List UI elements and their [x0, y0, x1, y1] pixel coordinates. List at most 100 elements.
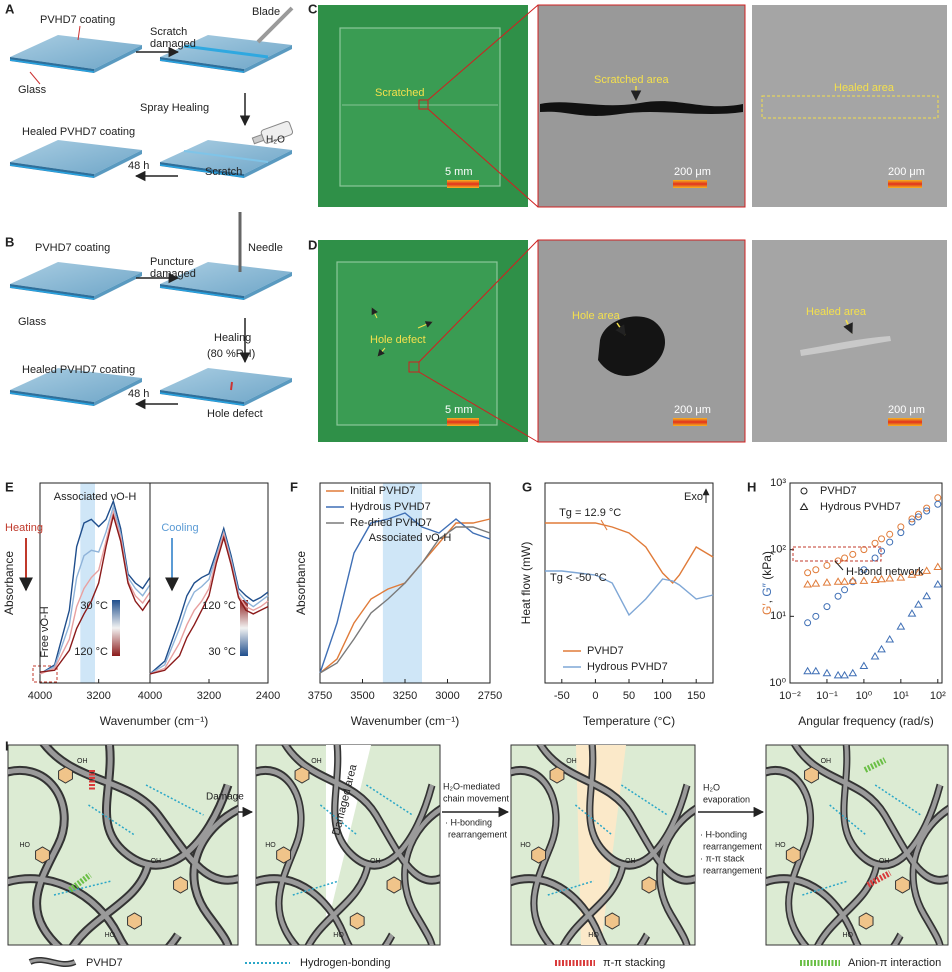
legend-label: PVHD7: [86, 957, 123, 969]
point: [922, 566, 932, 574]
line-series: [149, 534, 269, 675]
hole: [598, 316, 666, 376]
annotation: H-bond network: [846, 566, 924, 578]
line-series: [39, 509, 151, 675]
point: [840, 577, 849, 585]
y-axis-label: Heat flow (mW): [519, 542, 533, 625]
catechol-ring: [804, 766, 819, 784]
x-tick-label: 3200: [197, 690, 221, 702]
micrograph: [752, 240, 947, 442]
point: [803, 666, 812, 675]
line-series: [149, 525, 269, 675]
line-series: [39, 504, 151, 675]
catechol-ring: [127, 912, 142, 930]
panel-label: G: [522, 479, 532, 494]
catechol-ring: [276, 846, 292, 864]
chem-label: OH: [879, 858, 890, 865]
glass-slide: [9, 34, 143, 74]
chem-label: HO: [588, 932, 599, 939]
label: Healing: [214, 332, 251, 344]
free-oh-box: [32, 665, 58, 683]
y-axis-label-part: ,: [760, 597, 774, 604]
polymer-network: OH HO OH HO: [0, 735, 248, 961]
annotation: Exo: [684, 491, 703, 503]
micrograph: [752, 5, 947, 207]
coating-square: [336, 261, 498, 426]
legend-label: π-π stacking: [603, 957, 665, 969]
point: [812, 612, 820, 620]
panel-label: E: [5, 479, 14, 494]
x-tick-label: 10⁻¹: [816, 690, 838, 702]
label: 5 mm: [445, 404, 473, 416]
chem-label: HO: [842, 932, 853, 939]
y-tick-label: 10⁰: [769, 677, 786, 689]
scale-bar: [673, 418, 707, 426]
point: [877, 644, 886, 653]
annotation-box: [792, 546, 882, 562]
x-tick-label: -50: [554, 690, 570, 702]
label: damaged: [150, 38, 196, 50]
point: [877, 574, 886, 583]
panel-label: H: [747, 479, 756, 494]
point: [833, 670, 843, 679]
label: Healed area: [806, 306, 867, 318]
y-axis-label: G′, G″ (kPa): [760, 551, 774, 615]
point: [841, 586, 849, 594]
point: [922, 591, 932, 600]
label: rearrangement: [448, 829, 508, 839]
point: [933, 580, 943, 588]
label: Needle: [248, 242, 283, 254]
hydrogen-bond: [547, 880, 595, 896]
annotation: Associated νO-H: [369, 532, 452, 544]
x-tick-label: 3250: [393, 690, 417, 702]
hydrogen-bond: [145, 784, 204, 816]
arrow: [417, 321, 433, 329]
scratch-line: [183, 44, 269, 59]
colorbar: [240, 600, 248, 656]
label: Glass: [18, 316, 47, 328]
label: · H-bonding: [445, 817, 492, 827]
anion-pi: [863, 757, 887, 773]
catechol-ring: [173, 876, 188, 894]
point: [822, 668, 832, 677]
label: 5 mm: [445, 166, 473, 178]
scratch: [540, 101, 743, 116]
point: [923, 504, 931, 512]
line-series: [545, 522, 714, 585]
label: H₂O-mediated: [443, 781, 500, 791]
scale-bar: [447, 418, 479, 426]
point: [859, 661, 869, 669]
point: [885, 573, 895, 582]
x-axis-label: Angular frequency (rad/s): [798, 714, 933, 728]
blade: [256, 6, 294, 44]
polymer-network: OH HO OH HO: [248, 745, 448, 961]
spray-bottle: [251, 120, 294, 145]
scratch-line: [183, 150, 269, 163]
chem-label: OH: [151, 858, 162, 865]
hydrogen-bond: [874, 784, 922, 816]
point: [886, 530, 894, 538]
legend-label: Initial PVHD7: [350, 485, 415, 497]
colorbar-label: 120 °C: [202, 600, 236, 612]
label: Hole defect: [370, 334, 426, 346]
line-series: [319, 512, 491, 674]
zoom-box: [418, 99, 429, 110]
label: rearrangement: [703, 865, 763, 875]
x-tick-label: 10²: [930, 690, 946, 702]
y-axis-label-part: G′: [760, 603, 774, 615]
plot-frame: [789, 482, 943, 684]
zoom-line: [427, 4, 539, 101]
zoom-line: [418, 371, 539, 443]
colorbar-label: 120 °C: [74, 646, 108, 658]
catechol-ring: [58, 766, 73, 784]
scale-bar: [888, 418, 922, 426]
point: [812, 566, 820, 574]
point: [803, 580, 812, 588]
point: [878, 535, 886, 543]
legend-tube: [29, 958, 76, 966]
catechol-ring: [549, 766, 565, 784]
zoom-line: [418, 239, 539, 363]
point: [897, 529, 905, 537]
line-series: [39, 512, 151, 673]
coating-square: [339, 27, 501, 187]
